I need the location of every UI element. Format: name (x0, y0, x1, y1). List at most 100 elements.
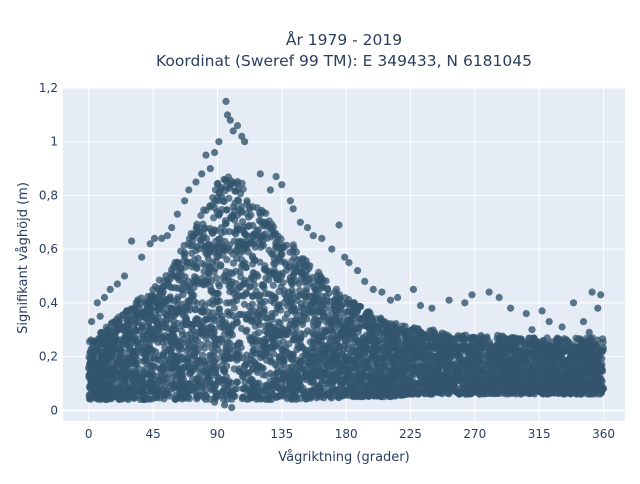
data-point (194, 329, 201, 336)
data-point (187, 337, 194, 344)
data-point (168, 340, 175, 347)
data-point (222, 187, 229, 194)
data-point (286, 249, 293, 256)
data-point (107, 379, 114, 386)
data-point (414, 326, 421, 333)
data-point (214, 208, 221, 215)
data-point (226, 391, 233, 398)
data-point (337, 306, 344, 313)
data-point (267, 388, 274, 395)
data-point (236, 340, 243, 347)
data-point (235, 197, 242, 204)
data-point (502, 349, 509, 356)
data-point (270, 282, 277, 289)
data-point (318, 338, 325, 345)
data-point (304, 327, 311, 334)
data-point (395, 387, 402, 394)
data-point (151, 294, 158, 301)
data-point (232, 350, 239, 357)
data-point (190, 284, 197, 291)
data-point (294, 370, 301, 377)
data-point (234, 180, 241, 187)
data-point (442, 373, 449, 380)
data-point (594, 343, 601, 350)
data-point (262, 339, 269, 346)
data-point (172, 396, 179, 403)
data-point (255, 329, 262, 336)
data-point (412, 334, 419, 341)
data-point (280, 361, 287, 368)
data-point (343, 375, 350, 382)
data-point (263, 315, 270, 322)
data-point (202, 243, 209, 250)
data-point (95, 363, 102, 370)
data-point (276, 368, 283, 375)
data-point (312, 284, 319, 291)
data-point (235, 368, 242, 375)
data-point (221, 368, 228, 375)
data-point (195, 316, 202, 323)
data-point (307, 393, 314, 400)
data-point (225, 312, 232, 319)
data-point (303, 278, 310, 285)
data-point (381, 348, 388, 355)
data-point (334, 337, 341, 344)
data-point (230, 260, 237, 267)
data-point (270, 224, 277, 231)
data-point (113, 327, 120, 334)
data-point (482, 379, 489, 386)
data-point (333, 297, 340, 304)
data-point (148, 348, 155, 355)
data-point (175, 307, 182, 314)
data-point (215, 340, 222, 347)
data-point (212, 265, 219, 272)
data-point (193, 265, 200, 272)
data-point (320, 350, 327, 357)
data-point (491, 390, 498, 397)
data-point (239, 395, 246, 402)
data-point (165, 307, 172, 314)
data-point (207, 379, 214, 386)
data-point (311, 369, 318, 376)
data-point (251, 281, 258, 288)
data-point (572, 335, 579, 342)
data-point (134, 296, 141, 303)
data-point (133, 356, 140, 363)
data-point (282, 315, 289, 322)
data-point (474, 351, 481, 358)
data-point (209, 229, 216, 236)
data-point (493, 351, 500, 358)
data-point (121, 377, 128, 384)
data-point (234, 379, 241, 386)
data-point (238, 256, 245, 263)
data-point (86, 395, 93, 402)
data-point (224, 338, 231, 345)
data-point (232, 188, 239, 195)
data-point (249, 394, 256, 401)
data-point (233, 357, 240, 364)
data-point (229, 278, 236, 285)
data-point (175, 345, 182, 352)
data-point (116, 316, 123, 323)
data-point (216, 305, 223, 312)
data-point (148, 372, 155, 379)
data-point (209, 194, 216, 201)
data-point (376, 370, 383, 377)
data-point (319, 284, 326, 291)
data-point (243, 352, 250, 359)
data-point (318, 306, 325, 313)
data-point (184, 354, 191, 361)
data-point (223, 299, 230, 306)
data-point (256, 302, 263, 309)
data-point (395, 339, 402, 346)
data-point (325, 312, 332, 319)
data-point (340, 330, 347, 337)
data-point (316, 272, 323, 279)
data-point (243, 264, 250, 271)
data-point (299, 321, 306, 328)
data-point (443, 365, 450, 372)
data-point (349, 392, 356, 399)
data-point (384, 380, 391, 387)
data-point (248, 335, 255, 342)
